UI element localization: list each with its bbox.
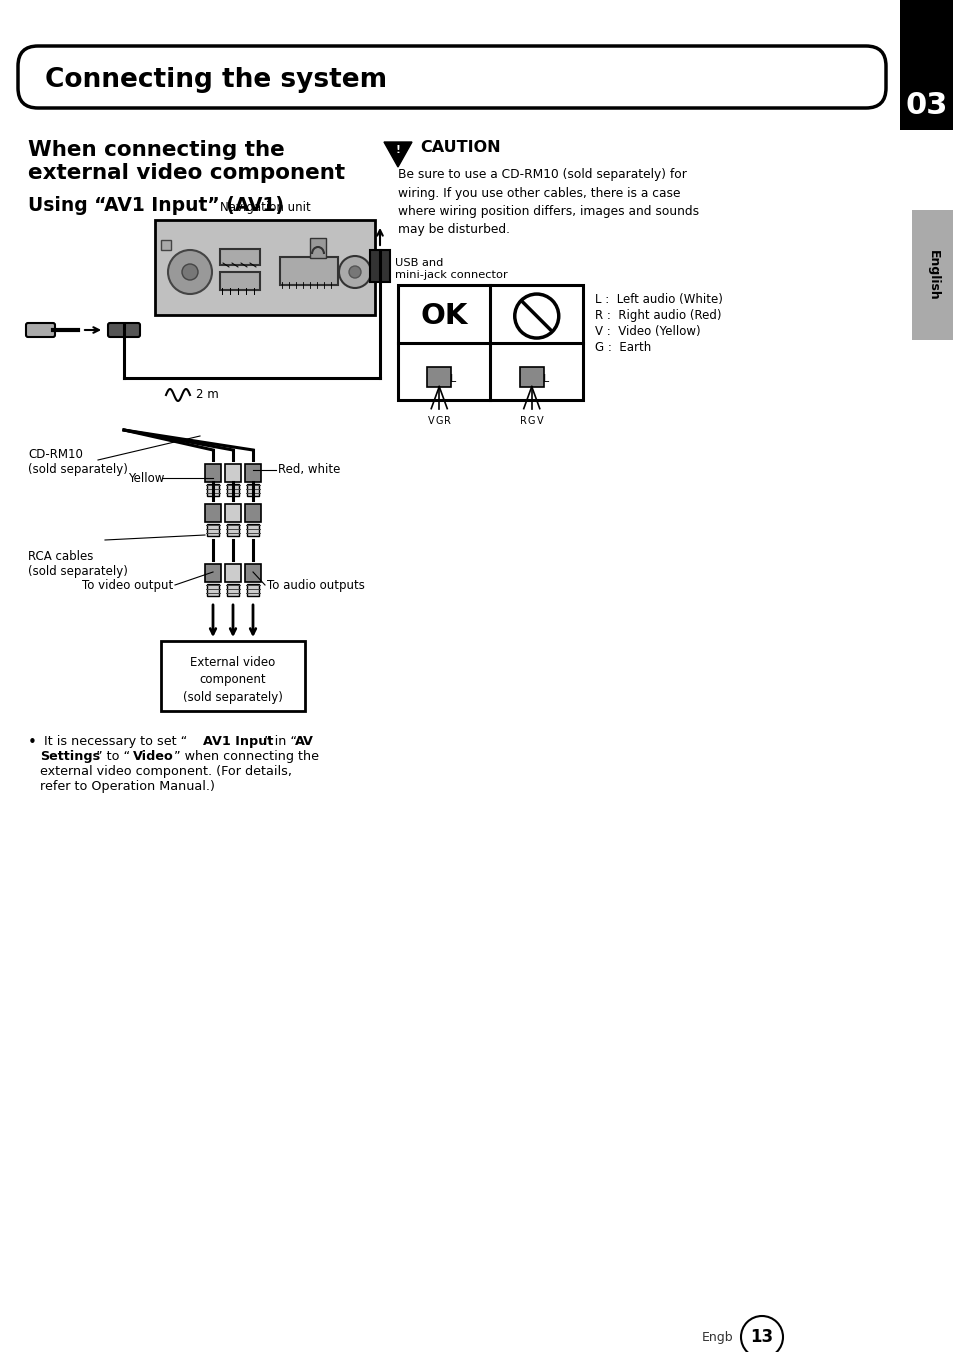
Text: G: G — [435, 415, 442, 426]
Text: Be sure to use a CD-RM10 (sold separately) for
wiring. If you use other cables, : Be sure to use a CD-RM10 (sold separatel… — [397, 168, 699, 237]
Text: L: L — [450, 373, 456, 384]
Text: G: G — [527, 415, 535, 426]
Bar — [154, 220, 375, 315]
Text: 2 m: 2 m — [195, 388, 218, 402]
Text: AV: AV — [294, 735, 314, 748]
Bar — [225, 564, 241, 581]
Text: Engb: Engb — [701, 1330, 733, 1344]
Bar — [280, 257, 337, 285]
Circle shape — [515, 293, 558, 338]
Bar — [205, 564, 221, 581]
Bar — [899, 0, 953, 130]
Bar — [227, 484, 239, 496]
Bar — [205, 504, 221, 522]
Text: AV1 Input: AV1 Input — [203, 735, 274, 748]
Text: G :  Earth: G : Earth — [595, 341, 651, 354]
Text: English: English — [925, 250, 939, 300]
Text: R: R — [519, 415, 527, 426]
FancyBboxPatch shape — [370, 250, 390, 283]
Bar — [911, 210, 953, 339]
Text: Using “AV1 Input” (AV1): Using “AV1 Input” (AV1) — [28, 196, 284, 215]
Bar — [247, 525, 258, 535]
Bar — [205, 464, 221, 483]
Text: V: V — [536, 415, 542, 426]
Polygon shape — [384, 142, 412, 168]
Circle shape — [338, 256, 371, 288]
Text: R :  Right audio (Red): R : Right audio (Red) — [595, 310, 720, 322]
Text: It is necessary to set “: It is necessary to set “ — [40, 735, 187, 748]
Text: ” to “: ” to “ — [96, 750, 130, 763]
Bar — [225, 504, 241, 522]
FancyBboxPatch shape — [26, 323, 55, 337]
Text: R: R — [443, 415, 450, 426]
Text: !: ! — [395, 145, 400, 155]
FancyBboxPatch shape — [18, 46, 885, 108]
Bar — [427, 366, 451, 387]
Text: V: V — [428, 415, 435, 426]
Bar — [310, 238, 326, 258]
Text: refer to Operation Manual.): refer to Operation Manual.) — [40, 780, 214, 794]
Circle shape — [168, 250, 212, 293]
Bar — [161, 241, 171, 250]
Bar — [220, 272, 260, 289]
Text: •: • — [28, 735, 37, 750]
Bar — [207, 484, 219, 496]
Bar — [227, 525, 239, 535]
Text: ” when connecting the: ” when connecting the — [173, 750, 318, 763]
Text: Section: Section — [905, 30, 946, 41]
Text: RCA cables
(sold separately): RCA cables (sold separately) — [28, 550, 128, 579]
Bar — [245, 464, 261, 483]
Text: L: L — [542, 373, 548, 384]
Text: external video component. (For details,: external video component. (For details, — [40, 765, 292, 777]
Text: Video: Video — [132, 750, 173, 763]
Text: CD-RM10
(sold separately): CD-RM10 (sold separately) — [28, 448, 128, 476]
Text: To video output: To video output — [82, 579, 172, 592]
Text: OK: OK — [420, 301, 468, 330]
Bar — [207, 525, 219, 535]
Circle shape — [182, 264, 198, 280]
Text: External video
component
(sold separately): External video component (sold separatel… — [183, 657, 283, 703]
Circle shape — [349, 266, 360, 279]
Text: 13: 13 — [750, 1328, 773, 1347]
Text: Yellow: Yellow — [128, 472, 164, 484]
Bar — [397, 285, 582, 400]
Text: V :  Video (Yellow): V : Video (Yellow) — [595, 324, 700, 338]
Bar — [220, 249, 260, 265]
Bar — [227, 584, 239, 596]
Text: To audio outputs: To audio outputs — [267, 579, 364, 592]
Bar — [225, 464, 241, 483]
Text: ” in “: ” in “ — [264, 735, 296, 748]
Text: external video component: external video component — [28, 164, 345, 183]
Bar — [519, 366, 543, 387]
Text: Navigation unit: Navigation unit — [219, 201, 310, 214]
Text: Connecting the system: Connecting the system — [45, 68, 387, 93]
Bar — [247, 584, 258, 596]
Bar — [207, 584, 219, 596]
Text: Red, white: Red, white — [277, 464, 340, 476]
Bar — [245, 504, 261, 522]
Circle shape — [740, 1315, 782, 1352]
Text: 03: 03 — [904, 91, 947, 119]
Text: USB and
mini-jack connector: USB and mini-jack connector — [395, 258, 507, 280]
FancyBboxPatch shape — [161, 641, 305, 711]
Text: CAUTION: CAUTION — [419, 141, 500, 155]
Text: L :  Left audio (White): L : Left audio (White) — [595, 293, 722, 306]
Bar — [245, 564, 261, 581]
Text: Settings: Settings — [40, 750, 100, 763]
Bar — [247, 484, 258, 496]
Text: When connecting the: When connecting the — [28, 141, 284, 160]
FancyBboxPatch shape — [108, 323, 140, 337]
